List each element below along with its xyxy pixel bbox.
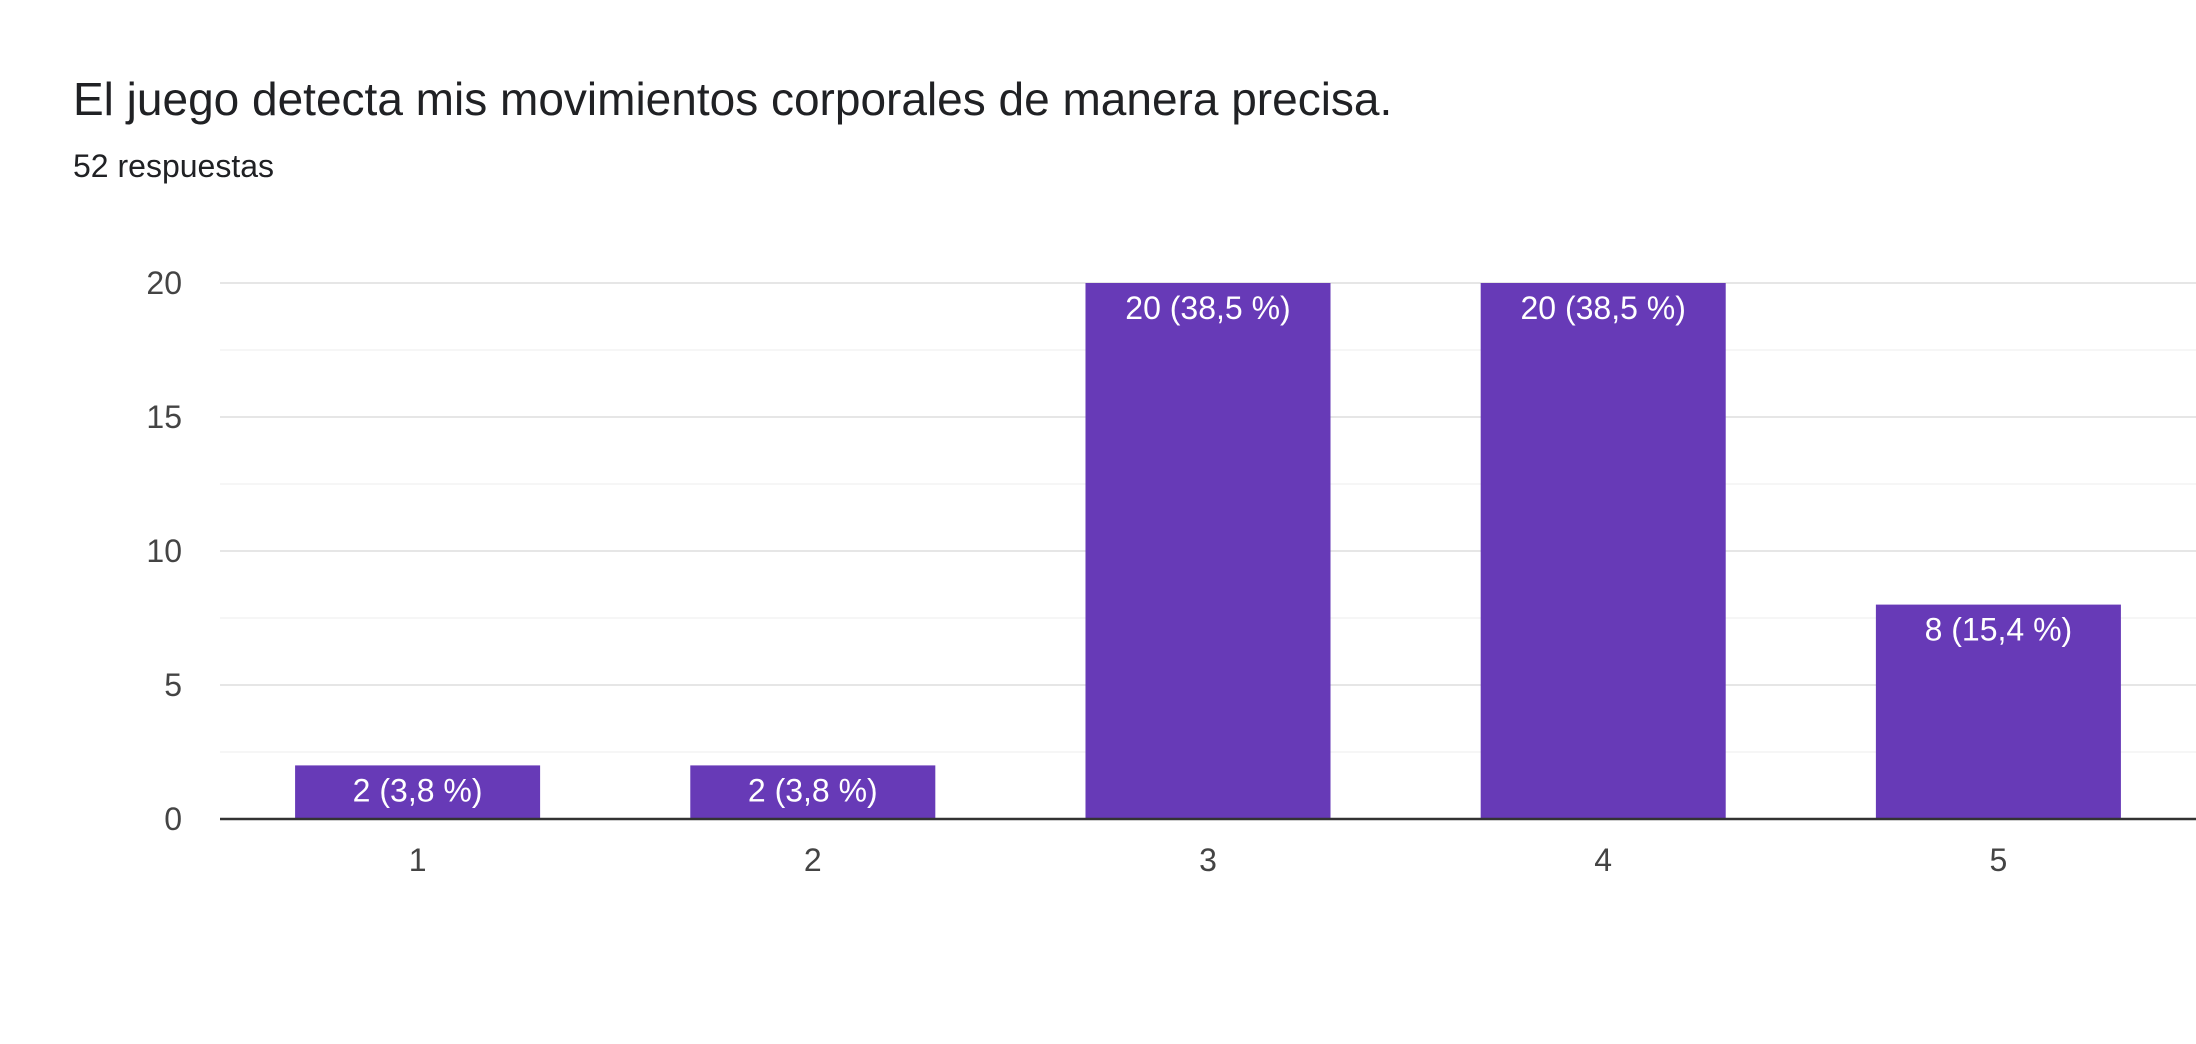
bar-5 bbox=[1875, 604, 2121, 819]
x-axis-ticks: 1 2 3 4 5 bbox=[409, 842, 2008, 878]
bar-1 bbox=[295, 765, 541, 819]
bar-data-label: 2 (3,8 %) bbox=[748, 772, 878, 808]
x-tick-label: 4 bbox=[1594, 842, 1612, 878]
y-tick-label: 5 bbox=[164, 667, 182, 703]
bar-data-label: 8 (15,4 %) bbox=[1925, 612, 2073, 648]
chart-title: El juego detecta mis movimientos corpora… bbox=[73, 73, 1393, 125]
y-tick-label: 15 bbox=[146, 399, 182, 435]
bar-data-label: 20 (38,5 %) bbox=[1125, 290, 1290, 326]
x-tick-label: 3 bbox=[1199, 842, 1217, 878]
bar-data-label: 2 (3,8 %) bbox=[353, 772, 483, 808]
x-tick-label: 2 bbox=[804, 842, 822, 878]
bars bbox=[295, 283, 2121, 819]
y-tick-label: 20 bbox=[146, 265, 182, 301]
bar-data-labels: 2 (3,8 %) 2 (3,8 %) 20 (38,5 %) 20 (38,5 %)… bbox=[353, 290, 2073, 808]
bar-2 bbox=[690, 765, 936, 819]
y-axis-ticks: 0 5 10 15 20 bbox=[146, 265, 182, 837]
x-tick-label: 5 bbox=[1990, 842, 2008, 878]
bar-data-label: 20 (38,5 %) bbox=[1520, 290, 1685, 326]
bar-3 bbox=[1085, 283, 1331, 819]
x-tick-label: 1 bbox=[409, 842, 427, 878]
bar-4 bbox=[1480, 283, 1726, 819]
y-tick-label: 0 bbox=[164, 801, 182, 837]
y-tick-label: 10 bbox=[146, 533, 182, 569]
response-count: 52 respuestas bbox=[73, 148, 275, 184]
